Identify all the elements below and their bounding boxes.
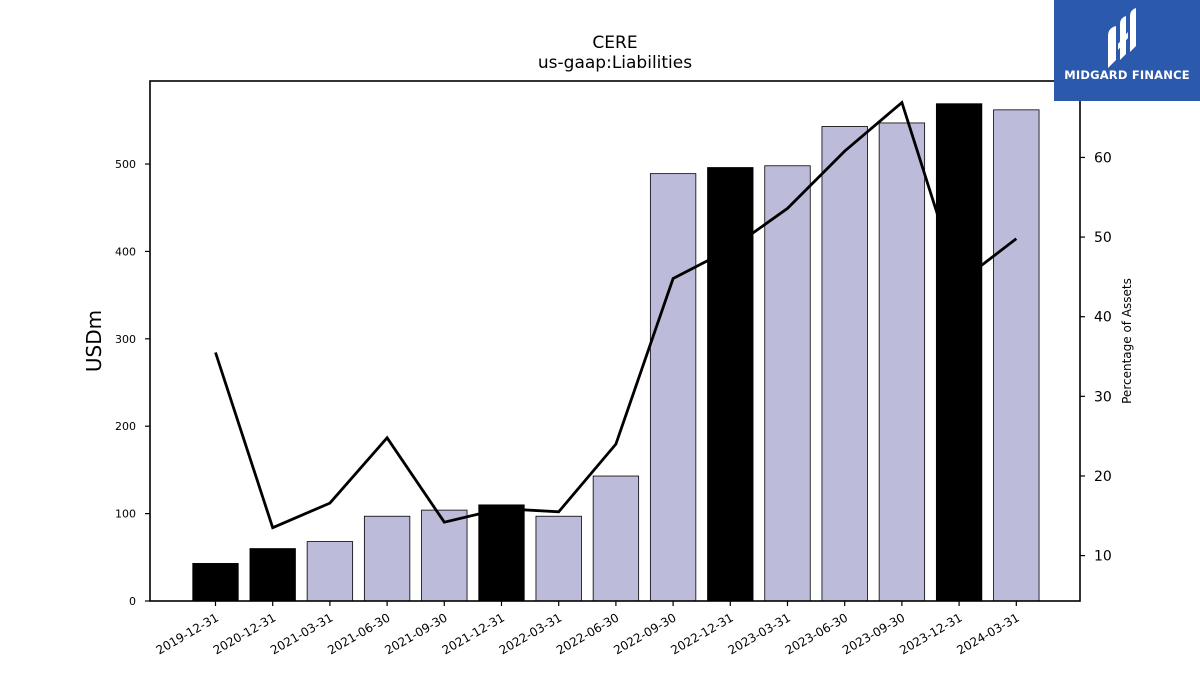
right-tick-label: 10 bbox=[1094, 549, 1112, 565]
x-tick-label: 2022-06-30 bbox=[554, 610, 621, 657]
x-tick-label: 2023-06-30 bbox=[783, 610, 850, 657]
x-tick-label: 2024-03-31 bbox=[954, 610, 1021, 657]
x-tick-label: 2021-03-31 bbox=[268, 610, 335, 657]
bar-2020-12-31 bbox=[249, 548, 296, 602]
left-tick-label: 400 bbox=[115, 245, 136, 258]
x-axis: 2019-12-312020-12-312021-03-312021-06-30… bbox=[154, 601, 1022, 657]
bar-2019-12-31 bbox=[192, 563, 239, 602]
bar-2021-06-30 bbox=[363, 515, 411, 602]
plot-frame bbox=[149, 80, 1081, 602]
left-y-axis: 0 100 200 300 400 500 bbox=[115, 158, 150, 608]
bar-2023-12-31 bbox=[935, 103, 983, 602]
right-tick-label: 20 bbox=[1094, 469, 1112, 485]
x-tick-label: 2022-09-30 bbox=[611, 610, 678, 657]
left-tick-label: 500 bbox=[115, 158, 136, 171]
left-tick-label: 100 bbox=[115, 508, 136, 521]
bar-series bbox=[192, 103, 1040, 602]
bar-2023-06-30 bbox=[821, 126, 868, 602]
x-tick-label: 2020-12-31 bbox=[211, 610, 278, 657]
right-tick-label: 40 bbox=[1094, 310, 1112, 326]
chart-title: CERE bbox=[592, 33, 637, 53]
brand-logo: MIDGARD FINANCE bbox=[1054, 0, 1200, 101]
bar-2022-03-31 bbox=[535, 515, 582, 602]
right-tick-label: 30 bbox=[1094, 389, 1112, 405]
x-tick-label: 2023-03-31 bbox=[726, 610, 793, 657]
percentage-of-assets-line bbox=[214, 100, 1018, 530]
x-tick-label: 2022-12-31 bbox=[668, 610, 735, 657]
bar-2022-09-30 bbox=[649, 173, 697, 602]
x-tick-label: 2019-12-31 bbox=[154, 610, 221, 657]
bar-2021-03-31 bbox=[306, 541, 354, 602]
bar-2022-06-30 bbox=[592, 475, 640, 602]
y2-axis-label: Percentage of Assets bbox=[1120, 278, 1134, 404]
bar-2023-09-30 bbox=[878, 122, 926, 602]
x-tick-label: 2023-12-31 bbox=[897, 610, 964, 657]
bar-2023-03-31 bbox=[764, 165, 811, 602]
x-tick-label: 2021-12-31 bbox=[440, 610, 507, 657]
midgard-logo-icon bbox=[1108, 8, 1136, 68]
bar-2021-12-31 bbox=[478, 504, 525, 602]
chart-subtitle: us-gaap:Liabilities bbox=[538, 53, 692, 73]
brand-name: MIDGARD FINANCE bbox=[1064, 68, 1190, 82]
bar-2024-03-31 bbox=[993, 109, 1040, 602]
left-tick-label: 200 bbox=[115, 420, 136, 433]
left-tick-label: 300 bbox=[115, 333, 136, 346]
right-tick-label: 60 bbox=[1094, 150, 1112, 166]
x-tick-label: 2021-09-30 bbox=[382, 610, 449, 657]
line-series bbox=[214, 100, 1018, 530]
right-y-axis: 10 20 30 40 50 60 bbox=[1080, 150, 1112, 565]
x-tick-label: 2021-06-30 bbox=[325, 610, 392, 657]
bar-2021-09-30 bbox=[421, 509, 468, 602]
left-tick-label: 0 bbox=[129, 595, 136, 608]
bar-2022-12-31 bbox=[707, 167, 754, 602]
x-tick-label: 2022-03-31 bbox=[497, 610, 564, 657]
x-tick-label: 2023-09-30 bbox=[840, 610, 907, 657]
y-axis-label: USDm bbox=[82, 310, 106, 372]
right-tick-label: 50 bbox=[1094, 230, 1112, 246]
